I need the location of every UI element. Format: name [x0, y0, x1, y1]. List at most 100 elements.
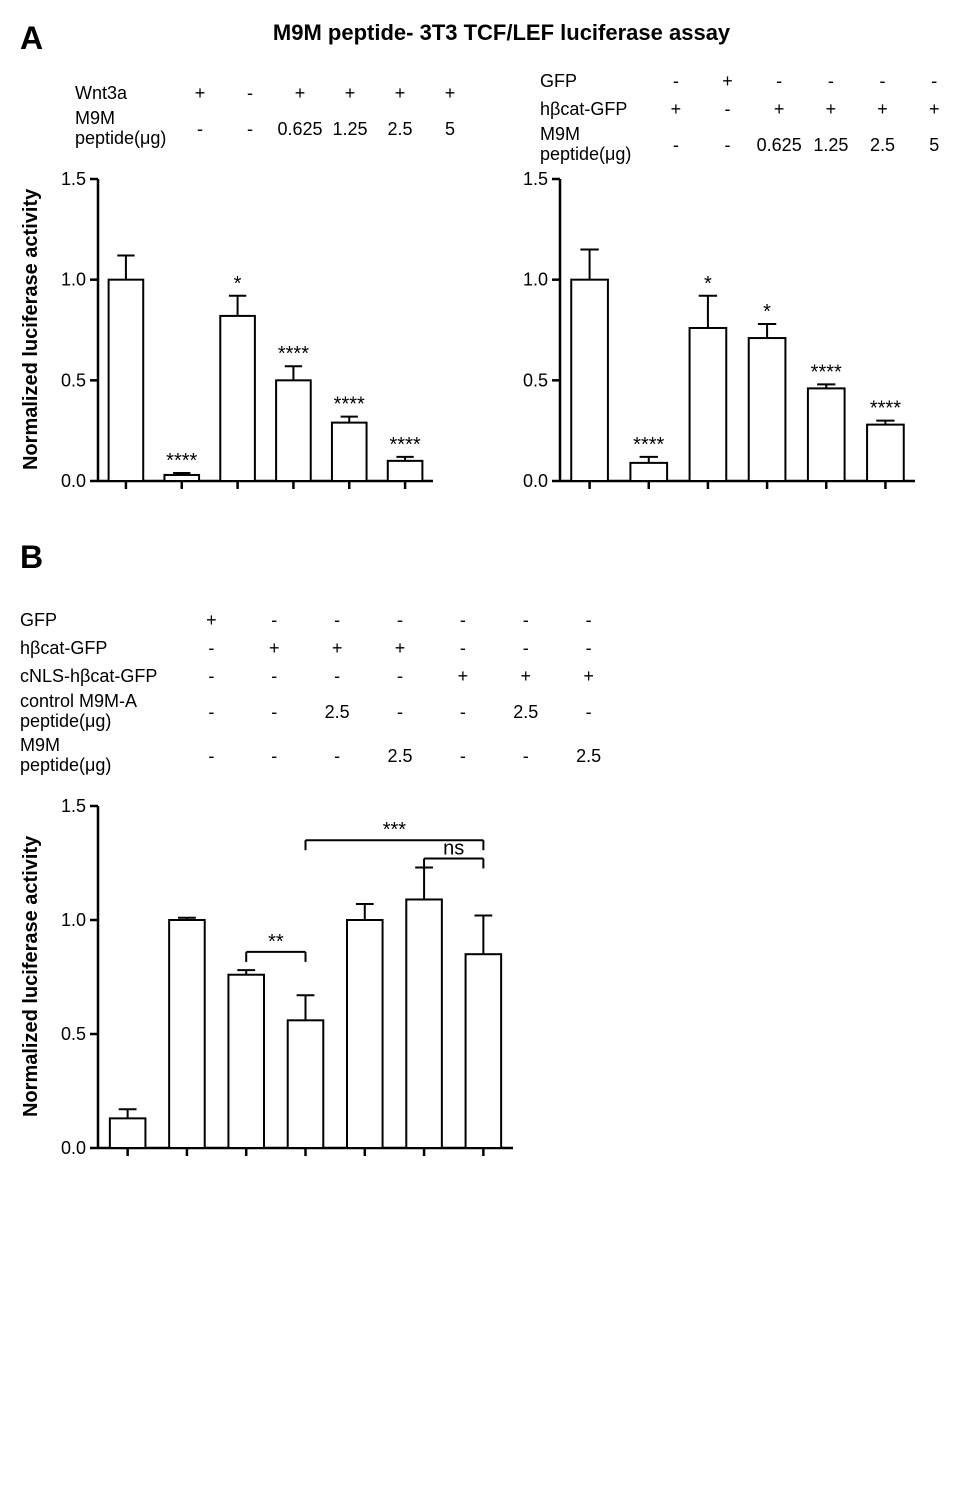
- condition-label: control M9M-Apeptide(μg): [20, 692, 180, 732]
- condition-values: -+++---: [180, 638, 620, 659]
- condition-row: hβcat-GFP+-++++: [540, 95, 960, 123]
- condition-value: 0.625: [753, 135, 805, 156]
- condition-value: +: [306, 638, 369, 659]
- condition-value: -: [431, 702, 494, 723]
- condition-value: -: [369, 702, 432, 723]
- condition-value: -: [494, 638, 557, 659]
- svg-text:*: *: [763, 301, 771, 323]
- condition-value: -: [225, 119, 275, 140]
- svg-text:1.0: 1.0: [61, 270, 86, 290]
- condition-value: -: [650, 71, 702, 92]
- condition-label: cNLS-hβcat-GFP: [20, 666, 180, 687]
- condition-label: hβcat-GFP: [20, 638, 180, 659]
- condition-table: Wnt3a+-++++M9Mpeptide(μg)--0.6251.252.55: [20, 67, 475, 151]
- condition-value: 1.25: [325, 119, 375, 140]
- condition-values: +-++++: [175, 83, 475, 104]
- condition-value: +: [805, 99, 857, 120]
- condition-value: -: [225, 83, 275, 104]
- condition-label: hβcat-GFP: [540, 99, 650, 120]
- condition-value: +: [243, 638, 306, 659]
- condition-row: M9Mpeptide(μg)--0.6251.252.55: [75, 107, 475, 151]
- condition-value: +: [275, 83, 325, 104]
- svg-text:1.5: 1.5: [61, 796, 86, 816]
- svg-text:0.5: 0.5: [523, 370, 548, 390]
- condition-value: -: [431, 610, 494, 631]
- condition-value: 2.5: [369, 746, 432, 767]
- condition-value: -: [180, 638, 243, 659]
- condition-value: -: [857, 71, 909, 92]
- condition-value: 5: [425, 119, 475, 140]
- condition-value: +: [494, 666, 557, 687]
- bar-chart: 0.00.51.01.5*****ns: [43, 786, 523, 1166]
- panel-a-right: GFP-+----hβcat-GFP+-++++M9Mpeptide(μg)--…: [505, 67, 960, 499]
- condition-value: +: [557, 666, 620, 687]
- condition-value: -: [908, 71, 960, 92]
- condition-value: -: [306, 746, 369, 767]
- panel-a-left: Wnt3a+-++++M9Mpeptide(μg)--0.6251.252.55…: [20, 67, 475, 499]
- bar-chart: 0.00.51.01.5**************: [505, 159, 925, 499]
- svg-text:0.5: 0.5: [61, 1024, 86, 1044]
- condition-value: -: [431, 746, 494, 767]
- condition-value: +: [425, 83, 475, 104]
- condition-label: Wnt3a: [75, 83, 175, 104]
- condition-value: -: [180, 666, 243, 687]
- condition-values: +------: [180, 610, 620, 631]
- condition-value: -: [180, 702, 243, 723]
- condition-label: M9Mpeptide(μg): [75, 109, 175, 149]
- condition-value: +: [908, 99, 960, 120]
- condition-value: 2.5: [375, 119, 425, 140]
- condition-value: -: [243, 702, 306, 723]
- svg-text:1.0: 1.0: [61, 910, 86, 930]
- condition-value: -: [369, 610, 432, 631]
- condition-value: +: [180, 610, 243, 631]
- condition-value: 5: [908, 135, 960, 156]
- condition-values: --0.6251.252.55: [650, 135, 960, 156]
- condition-value: -: [557, 638, 620, 659]
- panel-b: B GFP+------hβcat-GFP-+++---cNLS-hβcat-G…: [20, 539, 960, 1166]
- svg-text:****: ****: [633, 434, 664, 456]
- svg-text:1.5: 1.5: [523, 169, 548, 189]
- condition-value: -: [557, 610, 620, 631]
- condition-value: -: [702, 99, 754, 120]
- condition-value: +: [369, 638, 432, 659]
- condition-table: GFP-+----hβcat-GFP+-++++M9Mpeptide(μg)--…: [505, 67, 960, 151]
- condition-row: hβcat-GFP-+++---: [20, 634, 620, 662]
- svg-text:0.0: 0.0: [61, 1138, 86, 1158]
- svg-text:****: ****: [870, 398, 901, 420]
- condition-value: -: [306, 666, 369, 687]
- svg-text:*: *: [704, 273, 712, 295]
- condition-value: -: [243, 666, 306, 687]
- condition-row: control M9M-Apeptide(μg)--2.5--2.5-: [20, 690, 620, 734]
- condition-values: --2.5--2.5-: [180, 702, 620, 723]
- condition-value: -: [650, 135, 702, 156]
- svg-text:0.5: 0.5: [61, 370, 86, 390]
- svg-text:1.0: 1.0: [523, 270, 548, 290]
- svg-text:****: ****: [278, 343, 309, 365]
- svg-text:*: *: [234, 273, 242, 295]
- condition-label: M9Mpeptide(μg): [20, 736, 180, 776]
- condition-value: 0.625: [275, 119, 325, 140]
- svg-text:****: ****: [390, 434, 421, 456]
- condition-values: -+----: [650, 71, 960, 92]
- svg-text:***: ***: [383, 819, 407, 841]
- condition-value: 2.5: [494, 702, 557, 723]
- condition-values: ---2.5--2.5: [180, 746, 620, 767]
- condition-value: 2.5: [557, 746, 620, 767]
- condition-value: -: [306, 610, 369, 631]
- svg-text:****: ****: [166, 450, 197, 472]
- svg-text:0.0: 0.0: [61, 471, 86, 491]
- panel-a-title: M9M peptide- 3T3 TCF/LEF luciferase assa…: [43, 20, 960, 46]
- condition-label: GFP: [540, 71, 650, 92]
- y-axis-label: Normalized luciferase activity: [20, 159, 43, 499]
- panel-b-label: B: [20, 539, 960, 576]
- condition-value: -: [243, 610, 306, 631]
- condition-label: GFP: [20, 610, 180, 631]
- condition-value: -: [494, 610, 557, 631]
- condition-value: 2.5: [857, 135, 909, 156]
- condition-value: -: [369, 666, 432, 687]
- condition-value: +: [702, 71, 754, 92]
- condition-values: ----+++: [180, 666, 620, 687]
- condition-row: M9Mpeptide(μg)---2.5--2.5: [20, 734, 620, 778]
- condition-value: -: [494, 746, 557, 767]
- condition-values: --0.6251.252.55: [175, 119, 475, 140]
